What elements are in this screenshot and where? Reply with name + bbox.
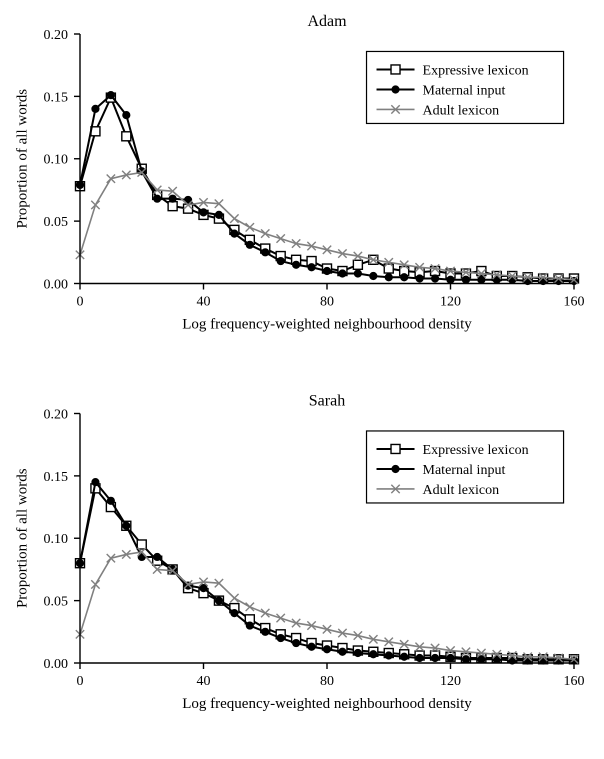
y-axis-label: Proportion of all words: [14, 468, 30, 608]
panel-title: Adam: [307, 13, 347, 30]
y-tick-label: 0.00: [44, 277, 69, 292]
y-tick-label: 0.10: [44, 153, 69, 168]
x-axis-label: Log frequency-weighted neighbourhood den…: [182, 696, 472, 712]
y-tick-label: 0.20: [44, 28, 69, 43]
x-tick-label: 120: [440, 674, 461, 689]
x-tick-label: 160: [564, 674, 585, 689]
y-tick-label: 0.15: [44, 470, 69, 485]
x-tick-label: 160: [564, 295, 585, 310]
y-axis-label: Proportion of all words: [14, 89, 30, 229]
figure-container: Adam 0 40 80 120 160 0.00 0.05 0.10 0.15 0.20 Log f…: [0, 0, 604, 759]
legend-label: Expressive lexicon: [423, 443, 529, 458]
legend-label: Adult lexicon: [423, 483, 500, 498]
y-tick-label: 0.10: [44, 532, 69, 547]
y-tick-label: 0.15: [44, 90, 69, 105]
x-tick-label: 120: [440, 295, 461, 310]
legend: Expressive lexicon Maternal input Adult le…: [367, 431, 564, 503]
y-tick-label: 0.05: [44, 215, 69, 230]
x-tick-label: 80: [320, 295, 334, 310]
legend: Expressive lexicon Maternal input Adult le…: [367, 51, 564, 123]
y-tick-label: 0.05: [44, 595, 69, 610]
legend-label: Maternal input: [423, 463, 506, 478]
x-tick-label: 40: [197, 295, 211, 310]
x-tick-label: 80: [320, 674, 334, 689]
x-axis-label: Log frequency-weighted neighbourhood den…: [182, 317, 472, 333]
x-tick-label: 0: [77, 295, 84, 310]
y-tick-label: 0.00: [44, 657, 69, 672]
legend-label: Adult lexicon: [423, 103, 500, 118]
legend-label: Expressive lexicon: [423, 63, 529, 78]
x-tick-label: 40: [197, 674, 211, 689]
legend-label: Maternal input: [423, 83, 506, 98]
x-tick-label: 0: [77, 674, 84, 689]
panel-title: Sarah: [309, 393, 345, 410]
figure-svg: Adam 0 40 80 120 160 0.00 0.05 0.10 0.15 0.20 Log f…: [0, 0, 604, 759]
y-tick-label: 0.20: [44, 407, 69, 422]
